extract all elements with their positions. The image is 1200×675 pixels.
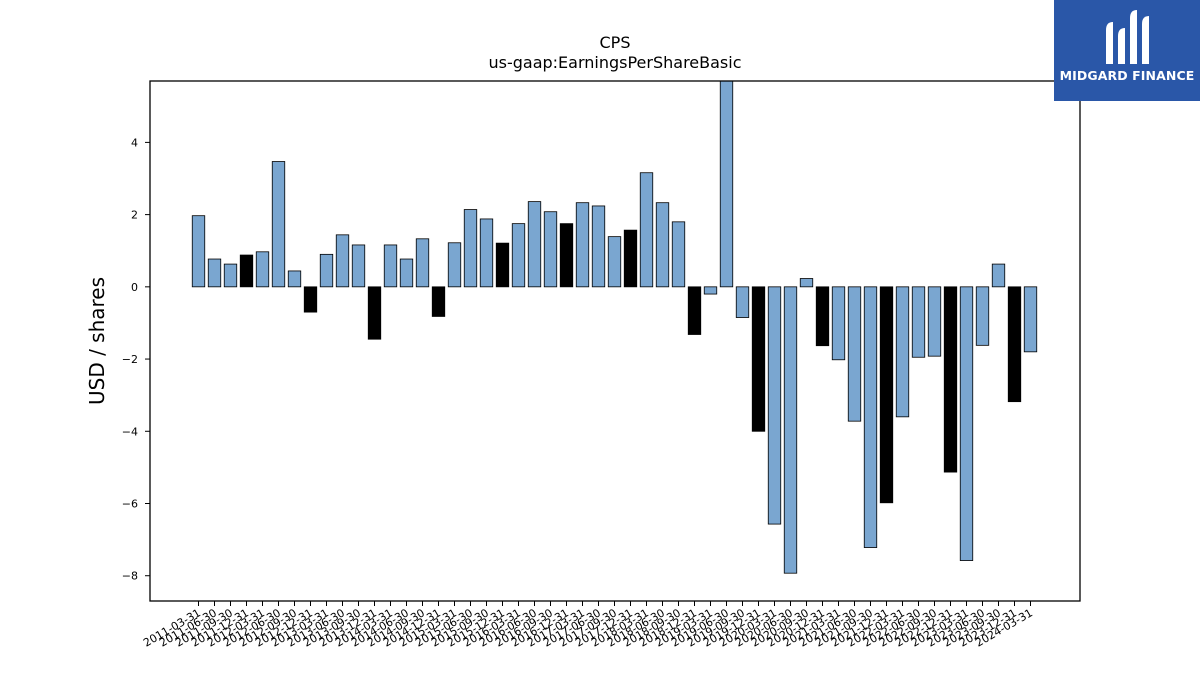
plot-frame: [149, 80, 1081, 602]
y-tick-label: 2: [131, 209, 138, 222]
bar-2023-06-30: [975, 286, 990, 346]
bar-2022-03-31: [895, 286, 910, 418]
bar-2023-12-31: [1007, 286, 1022, 403]
bar-2017-03-31: [575, 202, 590, 288]
bar-2017-12-31: [623, 229, 638, 288]
bar-2011-06-30: [207, 258, 222, 288]
bar-2020-06-30: [783, 286, 798, 574]
x-axis-ticks: 2011-03-312011-06-302011-09-302011-12-31…: [141, 601, 1035, 650]
bar-2012-12-31: [303, 286, 318, 313]
bar-2016-03-31: [511, 223, 526, 288]
bar-2017-06-30: [591, 205, 606, 288]
midgard-logo-icon: [1106, 10, 1149, 64]
bar-2011-12-31: [239, 254, 254, 288]
bar-2021-09-30: [863, 286, 878, 548]
bar-2012-03-31: [255, 251, 270, 288]
y-tick-label: 4: [131, 136, 138, 149]
bar-2011-03-31: [191, 215, 206, 288]
bar-2020-12-31: [815, 286, 830, 347]
bar-2021-03-31: [831, 286, 846, 361]
bar-2014-09-30: [415, 238, 430, 288]
y-tick-label: −2: [122, 353, 138, 366]
bar-2016-12-31: [559, 223, 574, 288]
bar-2018-09-30: [671, 221, 686, 288]
bar-2012-09-30: [287, 270, 302, 288]
bar-2016-09-30: [543, 211, 558, 288]
bar-2012-06-30: [271, 161, 286, 288]
bar-2022-09-30: [927, 286, 942, 357]
y-tick-label: −8: [122, 570, 138, 583]
bar-2022-06-30: [911, 286, 926, 358]
y-tick-label: −4: [122, 425, 138, 438]
bar-2020-09-30: [799, 278, 814, 288]
y-axis-ticks: −8 −6 −4 −2 0 2 4: [122, 136, 150, 583]
bar-2022-12-31: [943, 286, 958, 473]
bar-2013-06-30: [335, 234, 350, 288]
bar-2019-03-31: [703, 286, 718, 295]
logo-text: MIDGARD FINANCE: [1059, 68, 1195, 83]
bar-2015-03-31: [447, 242, 462, 288]
bar-2023-03-31: [959, 286, 974, 561]
bar-2015-09-30: [479, 218, 494, 288]
bar-2018-03-31: [639, 172, 654, 288]
bar-2013-03-31: [319, 253, 334, 288]
bar-2013-09-30: [351, 244, 366, 288]
bar-2011-09-30: [223, 263, 238, 288]
bar-2016-06-30: [527, 201, 542, 288]
bar-2021-06-30: [847, 286, 862, 422]
chart-title: CPS: [600, 33, 631, 52]
bar-2019-06-30: [719, 80, 734, 288]
y-axis-label: USD / shares: [85, 277, 109, 405]
bar-2019-12-31: [751, 286, 766, 432]
bar-2013-12-31: [367, 286, 382, 340]
bars-layer: [191, 80, 1038, 574]
bar-2021-12-31: [879, 286, 894, 504]
bar-2015-06-30: [463, 209, 478, 288]
bar-2023-09-30: [991, 263, 1006, 288]
bar-2014-06-30: [399, 258, 414, 288]
bar-2018-12-31: [687, 286, 702, 335]
bar-2015-12-31: [495, 242, 510, 288]
bar-2014-03-31: [383, 244, 398, 288]
bar-2020-03-31: [767, 286, 782, 525]
bar-2024-03-31: [1023, 286, 1038, 353]
bar-2014-12-31: [431, 286, 446, 317]
y-tick-label: −6: [122, 498, 138, 511]
bar-2019-09-30: [735, 286, 750, 318]
midgard-finance-logo: MIDGARD FINANCE: [1054, 0, 1200, 101]
bar-2017-09-30: [607, 236, 622, 288]
chart-subtitle: us-gaap:EarningsPerShareBasic: [488, 53, 741, 72]
bar-2018-06-30: [655, 202, 670, 288]
y-tick-label: 0: [131, 281, 138, 294]
